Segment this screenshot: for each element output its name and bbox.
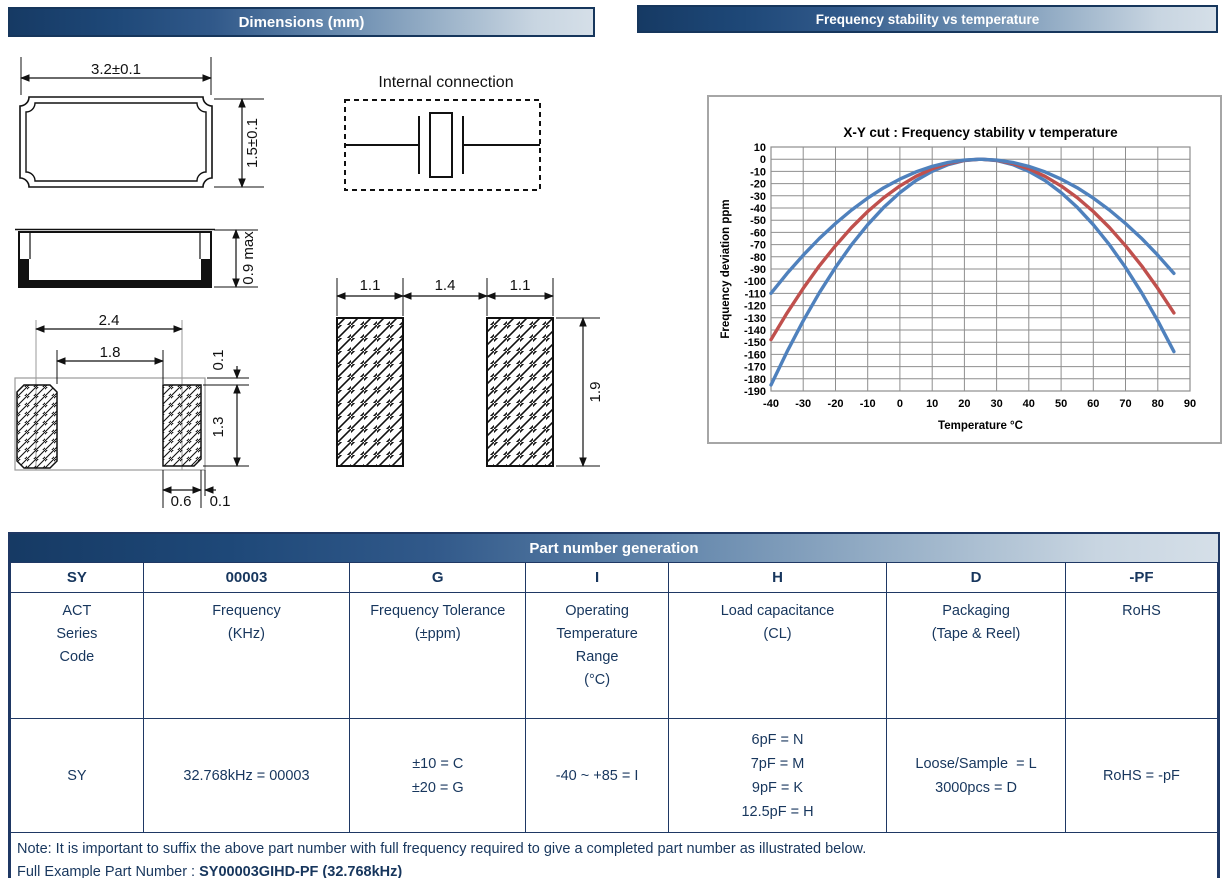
desc-cell: Frequency (KHz) [142,592,351,719]
svg-text:-150: -150 [744,337,766,349]
note-row: Note: It is important to suffix the abov… [10,832,1218,878]
dimension-drawings: 3.2±0.1 1.5±0.1 0.9 max [14,57,604,510]
svg-text:70: 70 [1119,398,1131,410]
top-view-drawing: 3.2±0.1 1.5±0.1 [19,57,264,188]
desc-cell: ACT Series Code [10,592,144,719]
svg-text:X-Y cut : Frequency stability: X-Y cut : Frequency stability v temperat… [843,125,1118,140]
svg-text:-90: -90 [750,264,766,276]
svg-text:-40: -40 [763,398,779,410]
svg-text:-20: -20 [750,179,766,191]
desc-cell: Operating Temperature Range (°C) [525,592,669,719]
part-number-table-title: Part number generation [10,534,1218,562]
stability-header-label: Frequency stability vs temperature [815,11,1040,27]
dim-side-height: 0.9 max [240,231,257,285]
svg-text:-10: -10 [860,398,876,410]
code-cell: I [525,562,669,593]
example-part-number: Full Example Part Number : SY00003GIHD-P… [17,861,1211,878]
svg-text:-60: -60 [750,227,766,239]
dim-top-width: 3.2±0.1 [91,61,141,78]
dim-bottom-edge-gap: 0.1 [210,493,231,510]
code-cell: G [349,562,527,593]
code-cell: D [886,562,1066,593]
svg-text:-10: -10 [750,166,766,178]
value-cell: ±10 = C ±20 = G [349,718,527,833]
value-cell: SY [10,718,144,833]
svg-text:-190: -190 [744,386,766,398]
value-cell: 32.768kHz = 00003 [142,718,351,833]
dim-land-left: 1.1 [360,277,381,294]
svg-text:0: 0 [897,398,903,410]
svg-text:-70: -70 [750,240,766,252]
svg-text:-120: -120 [744,301,766,313]
note-text: Note: It is important to suffix the abov… [17,841,867,857]
dim-bottom-top-offset: 0.1 [210,350,227,371]
value-row: SY 32.768kHz = 00003 ±10 = C ±20 = G -40… [10,718,1219,833]
code-cell: H [667,562,888,593]
svg-text:-110: -110 [745,288,766,300]
svg-text:20: 20 [958,398,970,410]
stability-chart: -40 -30 -20 -10 0 10 20 30 40 50 60 70 80 90 10 0 -10 -20… [707,95,1222,444]
desc-cell: Packaging (Tape & Reel) [886,592,1066,719]
land-pattern-drawing: 1.1 1.4 1.1 1.9 [336,277,604,467]
dim-bottom-pad-width: 0.6 [171,493,192,510]
svg-text:-30: -30 [750,191,766,203]
svg-text:-130: -130 [744,313,766,325]
svg-text:0: 0 [760,154,766,166]
svg-text:40: 40 [1023,398,1035,410]
side-view-drawing: 0.9 max [15,228,258,288]
dim-land-height: 1.9 [587,382,604,403]
dimensions-header-label: Dimensions (mm) [238,13,365,31]
svg-text:-180: -180 [744,374,766,386]
value-cell: -40 ~ +85 = I [525,718,669,833]
dim-bottom-pad-span: 1.8 [100,344,121,361]
svg-text:-140: -140 [744,325,766,337]
dim-land-middle: 1.4 [435,277,456,294]
stability-section-header: Frequency stability vs temperature [637,5,1218,33]
svg-text:-170: -170 [744,362,766,374]
svg-text:90: 90 [1184,398,1196,410]
desc-cell: Frequency Tolerance (±ppm) [349,592,527,719]
example-part-number-label: Full Example Part Number : [17,864,200,878]
desc-cell: Load capacitance (CL) [667,592,888,719]
dim-land-right: 1.1 [510,277,531,294]
svg-text:50: 50 [1055,398,1067,410]
svg-text:-80: -80 [750,252,766,264]
bottom-view-drawing: 2.4 1.8 0.1 1.3 0.6 0.1 [14,312,249,510]
dimensions-section-header: Dimensions (mm) [8,7,595,37]
code-cell: -PF [1064,562,1219,593]
svg-text:Temperature °C: Temperature °C [938,420,1023,432]
svg-text:80: 80 [1152,398,1164,410]
part-number-table-title-label: Part number generation [529,539,699,557]
value-cell: RoHS = -pF [1064,718,1219,833]
code-cell: SY [10,562,144,593]
code-cell: 00003 [142,562,351,593]
chart-svg: -40 -30 -20 -10 0 10 20 30 40 50 60 70 80 90100-10-20… [720,125,1196,432]
desc-cell: RoHS [1064,592,1219,719]
svg-text:10: 10 [754,142,766,154]
svg-text:Frequency deviation ppm: Frequency deviation ppm [720,199,732,338]
svg-text:60: 60 [1087,398,1099,410]
svg-text:10: 10 [926,398,938,410]
svg-text:-100: -100 [744,276,766,288]
internal-connection-drawing: Internal connection [344,74,541,191]
example-part-number-value: SY00003GIHD-PF (32.768kHz) [199,864,403,878]
dim-bottom-pad-height: 1.3 [210,417,227,438]
svg-text:-40: -40 [750,203,766,215]
dim-top-height: 1.5±0.1 [244,118,261,168]
value-cell: 6pF = N 7pF = M 9pF = K 12.5pF = H [667,718,888,833]
value-cell: Loose/Sample = L 3000pcs = D [886,718,1066,833]
code-row: SY 00003 G I H D -PF [10,562,1219,593]
part-number-table: Part number generation SY 00003 G I H D … [8,532,1220,878]
description-row: ACT Series Code Frequency (KHz) Frequenc… [10,592,1219,719]
svg-text:30: 30 [990,398,1002,410]
svg-text:-30: -30 [795,398,811,410]
internal-connection-title: Internal connection [378,74,513,91]
svg-text:-20: -20 [828,398,844,410]
svg-text:-160: -160 [744,349,766,361]
dim-bottom-center-dist: 2.4 [99,312,120,329]
svg-text:-50: -50 [750,215,766,227]
